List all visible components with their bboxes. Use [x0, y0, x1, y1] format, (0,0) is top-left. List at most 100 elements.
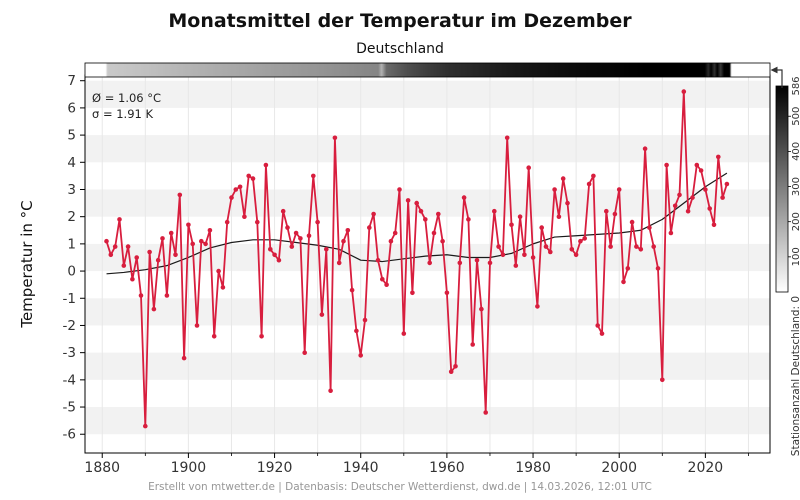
data-point	[388, 238, 394, 244]
data-point	[375, 257, 381, 263]
y-tick-label: 4	[67, 155, 76, 171]
degree-band	[85, 135, 770, 163]
data-point	[134, 255, 139, 260]
data-point	[487, 260, 493, 266]
colorbar-tick-label: 100	[791, 247, 800, 266]
data-point	[121, 263, 127, 268]
data-point	[522, 252, 527, 258]
data-point	[483, 410, 489, 415]
data-point	[716, 154, 721, 160]
data-point	[341, 238, 346, 244]
data-point	[418, 208, 424, 214]
data-point	[440, 238, 445, 244]
y-tick-label: -1	[63, 291, 76, 307]
data-point	[401, 331, 407, 336]
colorbar-max-label: 586	[791, 76, 800, 95]
data-point	[625, 266, 631, 271]
data-point	[651, 244, 656, 249]
data-point	[125, 244, 131, 249]
data-point	[612, 211, 618, 217]
data-point	[276, 257, 282, 263]
data-point	[427, 260, 433, 266]
x-tick-label: 1980	[515, 460, 551, 476]
y-tick-label: 5	[67, 128, 76, 144]
colorbar-title: Stationsanzahl Deutschland: 0	[790, 296, 800, 456]
colorbar-ticks: 100 200 300 400 500	[788, 107, 800, 266]
data-point	[319, 312, 325, 317]
data-point	[677, 192, 682, 198]
y-tick-label: -5	[63, 400, 76, 416]
data-point	[371, 211, 376, 217]
data-point	[289, 244, 295, 249]
data-point	[578, 238, 583, 244]
data-point	[380, 276, 385, 282]
data-point	[250, 176, 256, 181]
x-tick-label: 1880	[84, 460, 120, 476]
degree-band	[85, 189, 770, 217]
y-tick-label: -4	[63, 372, 76, 388]
data-point	[306, 233, 312, 238]
x-tick-label: 1920	[257, 460, 293, 476]
station-count-strip	[84, 62, 771, 78]
data-point	[272, 252, 277, 258]
data-point	[384, 282, 389, 288]
data-point	[660, 377, 665, 383]
data-point	[668, 230, 674, 236]
data-point	[664, 162, 669, 168]
data-point	[672, 203, 678, 209]
temperature-series	[104, 89, 730, 429]
data-point	[474, 257, 480, 263]
data-point	[367, 225, 372, 230]
data-point	[720, 195, 725, 200]
data-point	[259, 334, 264, 339]
data-point	[138, 293, 144, 298]
degree-band	[85, 352, 770, 380]
data-point	[608, 244, 613, 249]
data-point	[328, 388, 333, 394]
colorbar-tick-label: 500	[791, 107, 800, 126]
data-point	[173, 252, 178, 258]
data-point	[130, 276, 135, 282]
x-tick-label: 1960	[429, 460, 465, 476]
data-point	[168, 230, 174, 236]
data-point	[548, 249, 553, 255]
station-colorbar: 100 200 300 400 500 586 Stationsanzahl Deuts…	[770, 66, 800, 456]
data-point	[595, 323, 600, 328]
data-point	[302, 350, 308, 356]
data-point	[224, 219, 230, 225]
chart-subtitle: Deutschland	[356, 41, 444, 57]
y-tick-label: -3	[63, 345, 76, 361]
data-point	[354, 328, 359, 334]
data-point	[181, 355, 187, 361]
data-point	[621, 279, 626, 285]
x-tick-label: 2020	[688, 460, 724, 476]
data-point	[436, 211, 441, 217]
data-point	[629, 219, 635, 225]
data-point	[634, 244, 639, 249]
x-tick-label: 1940	[343, 460, 379, 476]
data-point	[703, 187, 708, 192]
data-point	[582, 236, 587, 241]
x-tick-label: 1900	[171, 460, 207, 476]
data-point	[509, 222, 514, 228]
x-tick-label: 2000	[601, 460, 637, 476]
data-point	[496, 244, 501, 249]
data-point	[190, 241, 195, 247]
data-point	[552, 187, 557, 192]
data-point	[569, 247, 575, 252]
data-point	[155, 257, 161, 263]
data-point	[164, 293, 170, 298]
degree-band	[85, 407, 770, 435]
data-point	[143, 423, 148, 429]
data-point	[104, 238, 109, 244]
degree-band	[85, 298, 770, 326]
data-point	[410, 290, 415, 296]
data-point	[349, 287, 355, 293]
data-point	[560, 176, 566, 181]
data-point	[685, 208, 691, 214]
y-axis-label: Temperatur in °C	[18, 200, 36, 328]
data-point	[160, 236, 165, 241]
data-point	[535, 304, 540, 309]
y-tick-label: 2	[67, 209, 76, 225]
data-point	[186, 222, 191, 228]
